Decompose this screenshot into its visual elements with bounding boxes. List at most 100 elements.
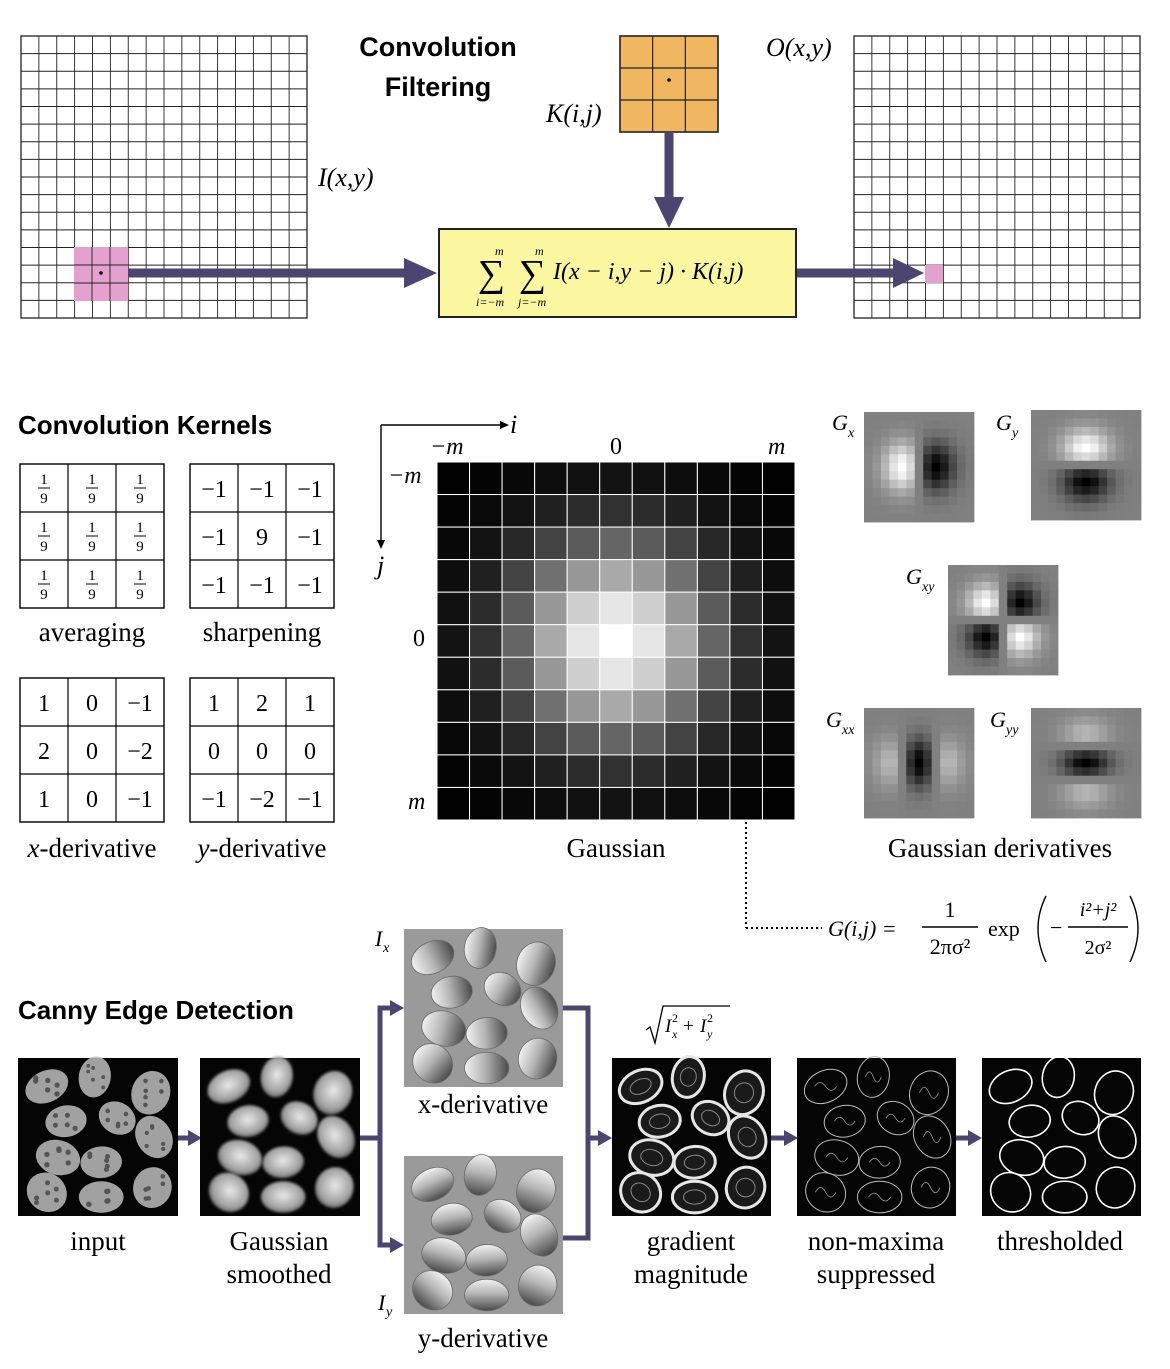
derivative-pixel (864, 741, 873, 751)
kernels-title: Convolution Kernels (18, 410, 272, 440)
derivative-pixel (1107, 435, 1117, 445)
nucleus-texture (86, 1201, 92, 1207)
derivative-pixel (914, 471, 924, 481)
derivative-pixel (880, 784, 890, 794)
derivative-pixel (889, 445, 899, 455)
derivative-pixel (1064, 486, 1074, 496)
derivative-pixel (1024, 590, 1034, 600)
gaussian-cell (664, 591, 698, 626)
derivative-pixel (1132, 443, 1142, 453)
derivative-pixel (1107, 452, 1117, 462)
derivative-pixel (1115, 503, 1125, 512)
nucleus-texture (65, 1149, 71, 1155)
derivative-pixel (956, 658, 966, 667)
gaussian-cell (631, 494, 666, 528)
gaussian-cell (501, 461, 536, 496)
derivative-pixel (948, 758, 958, 768)
derivative-pixel (1073, 443, 1083, 453)
derivative-pixel (1031, 435, 1040, 445)
derivative-pixel (1115, 418, 1125, 428)
nucleus-texture (86, 1069, 91, 1074)
kernel-label: K(i,j) (545, 99, 602, 128)
derivative-pixel (1090, 511, 1100, 521)
gaussian-cell (501, 721, 536, 756)
derivative-pixel (1039, 724, 1049, 734)
derivative-pixel (923, 412, 933, 421)
derivative-pixel (1073, 503, 1083, 512)
derivative-pixel (889, 454, 899, 464)
derivative-pixel (1098, 733, 1108, 743)
kernel-cell-denominator: 9 (88, 491, 96, 507)
derivative-pixel (1132, 469, 1142, 479)
derivative-pixel (1056, 775, 1066, 785)
derivative-pixel (1064, 443, 1074, 453)
kernel-cell: 0 (86, 787, 98, 813)
derivative-pixel (973, 615, 983, 625)
derivative-pixel (931, 775, 941, 785)
derivative-pixel (1015, 565, 1025, 574)
kernel-cell-numerator: 1 (40, 520, 48, 536)
derivative-pixel (1098, 716, 1108, 726)
derivative-pixel (1098, 809, 1108, 819)
kernel-cell-numerator: 1 (40, 568, 48, 584)
nucleus-texture (33, 1200, 39, 1206)
derivative-pixel (914, 716, 924, 726)
derivative-pixel (1031, 733, 1040, 743)
gaussian-cell (501, 494, 536, 528)
derivative-pixel (1115, 733, 1125, 743)
gaussian-cell (696, 591, 731, 626)
derivative-pixel (864, 724, 873, 734)
derivative-pixel (1056, 792, 1066, 802)
derivative-pixel (990, 632, 1000, 642)
derivative-pixel (914, 784, 924, 794)
derivative-pixel (948, 445, 958, 455)
derivative-pixel (1039, 792, 1049, 802)
derivative-pixel (897, 758, 907, 768)
kernel-cell-numerator: 1 (88, 520, 96, 536)
derivative-pixel (1090, 733, 1100, 743)
derivative-pixel (948, 658, 957, 667)
derivative-pixel (998, 581, 1008, 591)
nucleus-texture (53, 1197, 59, 1203)
derivative-pixel (889, 708, 899, 717)
gaussian-cell (501, 559, 536, 593)
nucleus (483, 971, 522, 1007)
derivative-pixel (931, 445, 941, 455)
nucleus (313, 1070, 353, 1115)
derivative-pixel (948, 420, 958, 430)
nucleus (803, 1068, 848, 1105)
derivative-pixel (1073, 469, 1083, 479)
derivative-pixel (864, 767, 873, 777)
derivative-pixel (1031, 443, 1040, 453)
derivative-pixel (1107, 426, 1117, 436)
derivative-pixel (1107, 503, 1117, 512)
smoothed-image (200, 1056, 360, 1216)
derivative-pixel (1132, 410, 1142, 419)
kernel-cell-denominator: 9 (88, 539, 96, 555)
label-nonmax-1: non-maxima (808, 1226, 944, 1256)
derivative-pixel (957, 428, 966, 438)
derivative-pixel (1032, 581, 1042, 591)
derivative-pixel (1115, 767, 1125, 777)
nucleus (988, 1068, 1033, 1105)
derivative-pixel (906, 724, 916, 734)
derivative-pixel (1047, 792, 1057, 802)
nucleus-texture (146, 1196, 152, 1201)
derivative-pixel (864, 445, 873, 455)
nucleus-texture (143, 1088, 149, 1094)
nucleus (78, 1181, 124, 1213)
derivative-pixel (940, 496, 950, 506)
derivative-pixel (1031, 410, 1040, 419)
label-gradient-2: magnitude (634, 1259, 748, 1289)
derivative-pixel (931, 428, 941, 438)
derivative-pixel (1047, 809, 1057, 819)
derivative-pixel (1081, 486, 1091, 496)
derivative-pixel (1041, 565, 1050, 574)
derivative-pixel (990, 658, 1000, 667)
derivative-pixel (1049, 565, 1059, 574)
derivative-pixel (957, 784, 966, 794)
gaussian-cell (469, 526, 503, 561)
nucleus-inner-edge (737, 1126, 757, 1148)
derivative-pixel (897, 479, 907, 489)
derivative-pixel (906, 758, 916, 768)
